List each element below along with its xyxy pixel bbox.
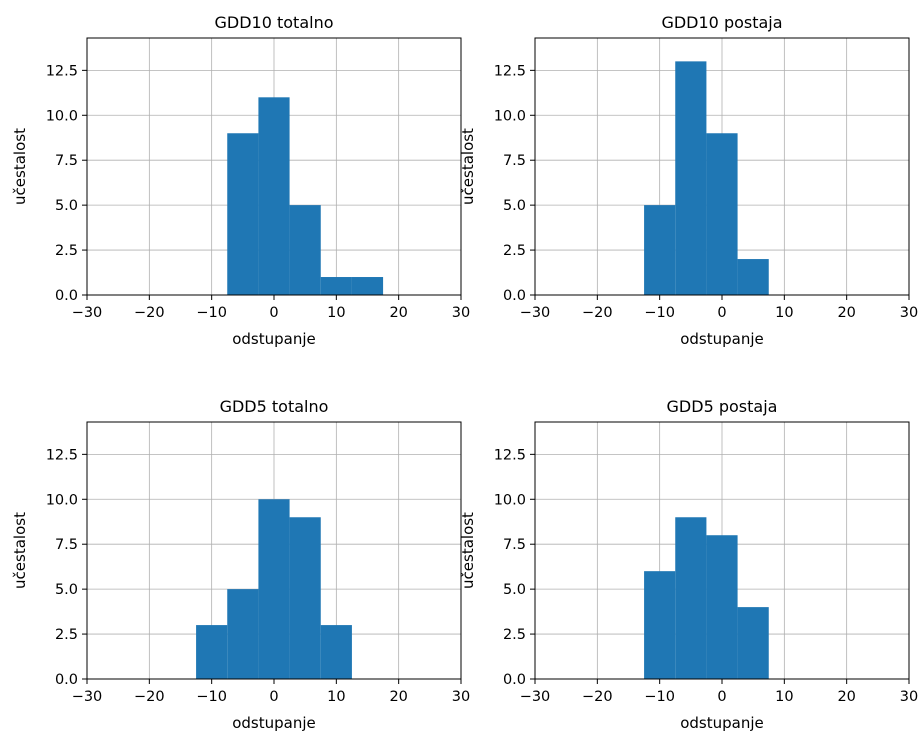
y-tick-label: 7.5: [55, 153, 78, 169]
subplot-title: GDD5 postaja: [667, 397, 778, 416]
x-tick-label: −30: [520, 689, 551, 705]
x-tick-label: 0: [717, 305, 726, 321]
y-tick-label: 7.5: [503, 153, 526, 169]
x-tick-label: −30: [520, 305, 551, 321]
x-tick-label: −10: [196, 689, 227, 705]
y-tick-label: 12.5: [494, 63, 526, 79]
y-axis-label: učestalost: [459, 512, 477, 589]
histogram-bar: [196, 625, 228, 679]
y-tick-label: 5.0: [503, 198, 526, 214]
histogram-bar: [320, 625, 352, 679]
histogram-bar: [675, 517, 707, 679]
y-tick-label: 12.5: [46, 447, 78, 463]
y-tick-label: 2.5: [503, 243, 526, 259]
histogram-bar: [227, 133, 259, 295]
x-tick-label: 30: [452, 689, 470, 705]
histogram-bar: [644, 571, 676, 679]
x-tick-label: 30: [900, 689, 918, 705]
x-tick-label: −10: [196, 305, 227, 321]
y-tick-label: 7.5: [55, 537, 78, 553]
y-tick-label: 5.0: [55, 582, 78, 598]
y-tick-label: 2.5: [55, 627, 78, 643]
x-axis-label: odstupanje: [680, 714, 764, 732]
x-tick-label: 10: [775, 689, 793, 705]
y-tick-label: 5.0: [55, 198, 78, 214]
y-tick-label: 0.0: [55, 288, 78, 304]
y-tick-label: 10.0: [494, 108, 526, 124]
y-tick-label: 0.0: [503, 288, 526, 304]
histogram-bar: [644, 205, 676, 295]
x-axis-label: odstupanje: [680, 330, 764, 348]
histogram-bar: [706, 133, 738, 295]
x-tick-label: 0: [269, 689, 278, 705]
x-tick-label: 10: [775, 305, 793, 321]
x-tick-label: 20: [837, 305, 855, 321]
y-tick-label: 10.0: [46, 108, 78, 124]
y-axis-label: učestalost: [11, 128, 29, 205]
x-tick-label: −20: [582, 689, 613, 705]
x-tick-label: −20: [134, 305, 165, 321]
y-tick-label: 5.0: [503, 582, 526, 598]
histogram-bar: [675, 61, 707, 296]
x-tick-label: −20: [582, 305, 613, 321]
x-tick-label: 20: [389, 689, 407, 705]
histogram-bar: [737, 259, 769, 295]
subplot-2: −30 −20 −10 0 10 20 30 0.0 2.5 5.0 7.5 10.0 12.5 GDD1…: [459, 13, 918, 348]
x-tick-label: −10: [644, 689, 675, 705]
y-tick-label: 2.5: [503, 627, 526, 643]
y-tick-label: 0.0: [55, 672, 78, 688]
histogram-bar: [351, 277, 384, 295]
x-tick-label: 20: [389, 305, 407, 321]
x-tick-label: 0: [269, 305, 278, 321]
x-tick-label: 10: [327, 305, 345, 321]
x-axis-label: odstupanje: [232, 714, 316, 732]
subplot-3: −30 −20 −10 0 10 20 30 0.0 2.5 5.0 7.5 10.0 12.5 GDD5…: [11, 397, 470, 732]
subplot-title: GDD5 totalno: [220, 397, 329, 416]
y-axis-label: učestalost: [459, 128, 477, 205]
histogram-bar: [320, 277, 352, 295]
y-tick-label: 7.5: [503, 537, 526, 553]
histogram-bar: [258, 499, 290, 679]
x-tick-label: 20: [837, 689, 855, 705]
y-tick-label: 12.5: [46, 63, 78, 79]
y-axis-label: učestalost: [11, 512, 29, 589]
subplot-title: GDD10 postaja: [661, 13, 782, 32]
y-tick-label: 10.0: [46, 492, 78, 508]
subplot-title: GDD10 totalno: [215, 13, 334, 32]
x-tick-label: 30: [900, 305, 918, 321]
x-tick-label: −20: [134, 689, 165, 705]
x-tick-label: −30: [72, 689, 103, 705]
histogram-bar: [289, 517, 321, 679]
y-tick-label: 0.0: [503, 672, 526, 688]
histogram-bar: [737, 607, 769, 679]
x-tick-label: 0: [717, 689, 726, 705]
histogram-bar: [227, 589, 259, 679]
x-tick-label: −30: [72, 305, 103, 321]
histogram-bar: [289, 205, 321, 295]
x-tick-label: −10: [644, 305, 675, 321]
x-tick-label: 10: [327, 689, 345, 705]
y-tick-label: 10.0: [494, 492, 526, 508]
x-axis-label: odstupanje: [232, 330, 316, 348]
subplot-4: −30 −20 −10 0 10 20 30 0.0 2.5 5.0 7.5 10.0 12.5 GDD5…: [459, 397, 918, 732]
y-tick-label: 12.5: [494, 447, 526, 463]
histogram-bar: [706, 535, 738, 679]
histogram-bar: [258, 97, 290, 295]
subplot-1: −30 −20 −10 0 10 20 30 0.0 2.5 5.0 7.5 10.0 12.5 GDD1…: [11, 13, 470, 348]
y-tick-label: 2.5: [55, 243, 78, 259]
x-tick-label: 30: [452, 305, 470, 321]
